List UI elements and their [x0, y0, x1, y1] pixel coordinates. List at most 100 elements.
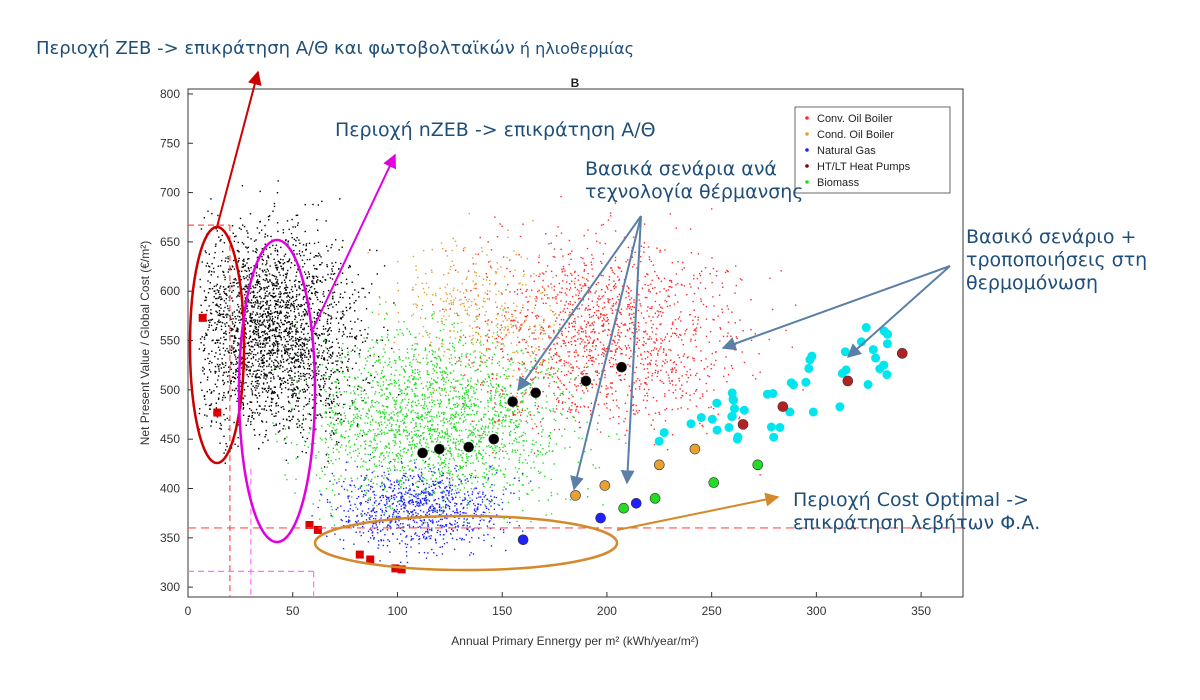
scatter-point [427, 450, 429, 452]
scatter-point [240, 279, 242, 281]
scatter-point [330, 434, 332, 437]
scatter-point [445, 457, 447, 459]
scatter-point [286, 316, 289, 318]
scatter-point [487, 385, 490, 387]
scatter-point [399, 405, 402, 408]
scatter-point [339, 391, 341, 393]
scatter-point [266, 360, 268, 362]
scatter-point [321, 494, 323, 496]
scatter-point [467, 435, 470, 437]
scatter-point [493, 484, 496, 486]
scatter-point [514, 414, 516, 416]
scatter-point [251, 351, 253, 353]
scatter-point [313, 275, 315, 278]
scatter-point [516, 449, 519, 451]
scatter-point [271, 369, 273, 371]
scatter-point [216, 386, 218, 388]
scatter-point [428, 429, 430, 432]
scatter-point [340, 357, 343, 359]
scatter-point [238, 311, 240, 314]
scatter-point [374, 433, 376, 435]
scatter-point [424, 462, 426, 464]
scatter-point [312, 399, 314, 401]
scatter-point [323, 350, 325, 352]
scatter-point [488, 465, 491, 467]
scatter-point [550, 410, 552, 412]
scatter-point [456, 405, 459, 407]
scatter-point [219, 321, 222, 323]
scatter-point [294, 308, 296, 310]
scatter-point [232, 232, 234, 234]
scatter-point [274, 300, 276, 302]
scatter-point [234, 349, 237, 351]
scatter-point [371, 399, 374, 402]
scatter-point [217, 314, 219, 316]
scatter-point [268, 308, 270, 310]
scatter-point [223, 336, 225, 338]
scatter-point [358, 296, 360, 298]
scatter-point [399, 374, 401, 376]
scatter-point [277, 341, 279, 343]
scatter-point [377, 384, 379, 386]
scatter-point [390, 366, 392, 368]
scatter-point [252, 306, 254, 308]
scatter-point [419, 441, 421, 444]
scatter-point [249, 292, 252, 294]
scatter-point [228, 268, 230, 271]
scatter-point [255, 374, 257, 376]
scatter-point [431, 424, 434, 426]
scatter-point [372, 508, 374, 510]
scatter-point [376, 342, 379, 344]
scatter-point [505, 369, 507, 372]
scatter-point [398, 433, 400, 435]
scatter-point [266, 376, 268, 378]
scatter-point [295, 393, 297, 395]
scatter-point [251, 313, 253, 315]
scatter-point [272, 318, 274, 320]
scatter-point [406, 416, 408, 418]
scatter-point [452, 418, 454, 420]
scatter-point [224, 293, 227, 295]
scatter-point [455, 489, 457, 492]
scatter-point [413, 349, 416, 351]
scatter-point [208, 353, 210, 355]
scatter-point [220, 313, 222, 316]
scatter-point [230, 352, 233, 354]
scatter-point [379, 339, 382, 341]
scatter-point [509, 419, 512, 421]
scatter-point [441, 496, 443, 498]
scatter-point [390, 425, 393, 428]
scatter-point [351, 490, 353, 493]
scatter-point [381, 465, 383, 467]
scatter-point [448, 480, 451, 482]
scatter-point [402, 422, 405, 425]
scatter-point [467, 391, 469, 393]
scatter-point [504, 445, 506, 447]
scatter-point [494, 447, 497, 449]
scatter-point [411, 440, 414, 443]
scatter-point [384, 351, 386, 353]
scatter-point [387, 396, 390, 399]
scatter-point [234, 393, 237, 396]
scatter-point [399, 407, 401, 409]
scatter-point [274, 264, 277, 267]
scatter-point [204, 250, 207, 252]
scatter-point [326, 352, 329, 354]
scatter-point [461, 430, 463, 432]
scatter-point [276, 347, 279, 350]
scatter-point [465, 389, 467, 392]
scatter-point [365, 393, 367, 395]
scatter-point [415, 512, 417, 514]
scatter-point [246, 247, 248, 249]
scatter-point [291, 347, 293, 349]
scatter-point [518, 497, 521, 499]
scatter-point [282, 232, 285, 234]
scatter-point [431, 399, 433, 401]
scatter-point [384, 486, 386, 488]
scatter-point [214, 355, 216, 358]
scatter-point [262, 304, 265, 306]
scatter-point [353, 392, 356, 394]
scatter-point [394, 460, 396, 462]
scatter-point [436, 362, 438, 365]
scatter-point [340, 262, 342, 265]
